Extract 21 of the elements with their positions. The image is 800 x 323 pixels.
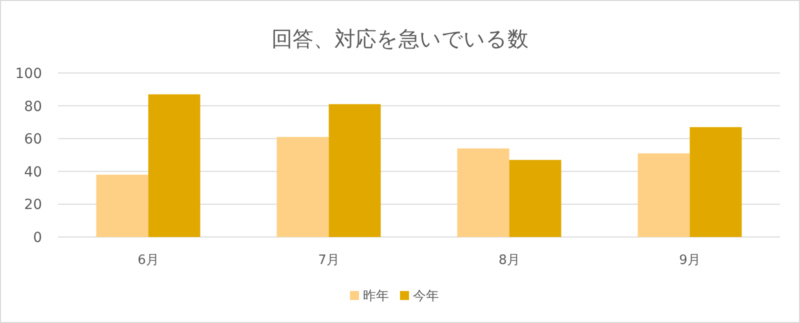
bar: [148, 94, 200, 237]
chart-title: 回答、対応を急いでいる数: [272, 27, 528, 51]
bar: [328, 104, 381, 237]
x-tick-label: 7月: [318, 253, 340, 268]
y-tick-label: 0: [33, 230, 42, 246]
bar: [509, 160, 562, 237]
x-tick-label: 9月: [679, 253, 700, 268]
bar: [96, 174, 148, 237]
bar: [638, 153, 690, 237]
legend-label: 今年: [413, 289, 439, 304]
bar: [690, 127, 742, 237]
y-tick-label: 80: [24, 98, 42, 115]
y-tick-label: 20: [24, 197, 42, 214]
x-tick-label: 8月: [498, 253, 520, 268]
x-tick-label: 6月: [138, 253, 159, 268]
bar: [457, 148, 510, 237]
y-tick-label: 100: [15, 66, 42, 82]
y-tick-label: 60: [24, 132, 42, 148]
legend-label: 昨年: [363, 289, 389, 304]
y-tick-label: 40: [24, 164, 42, 180]
bar: [276, 136, 329, 237]
